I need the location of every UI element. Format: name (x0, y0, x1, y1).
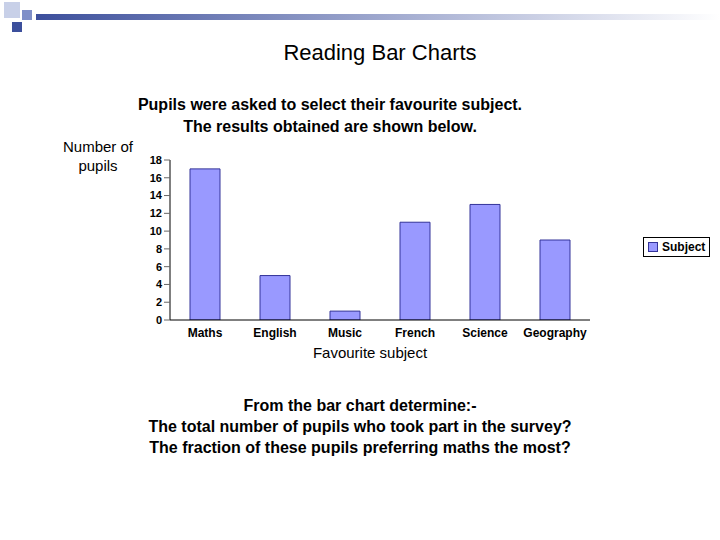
svg-text:14: 14 (150, 189, 163, 201)
svg-text:2: 2 (156, 296, 162, 308)
svg-text:Maths: Maths (188, 326, 223, 340)
svg-text:English: English (253, 326, 296, 340)
html-text:From the bar chart determine:-: From the bar chart determine:- (243, 397, 477, 414)
html-text:The total number of pupils who: The total number of pupils who took part… (148, 418, 572, 435)
html-text:The results obtained are shown: The results obtained are shown below. (183, 118, 477, 135)
svg-text:6: 6 (156, 261, 162, 273)
svg-text:12: 12 (150, 207, 162, 219)
html-text:Pupils were asked to select th: Pupils were asked to select their favour… (137, 96, 523, 113)
svg-text:4: 4 (156, 278, 163, 290)
svg-text:Science: Science (462, 326, 508, 340)
html-text:Number of pupils: Number of pupils (63, 138, 133, 174)
svg-text:10: 10 (150, 225, 162, 237)
svg-text:18: 18 (150, 154, 162, 166)
html-text:Reading Bar Charts: Reading Bar Charts (283, 40, 477, 65)
html-text:Subject: Subject (662, 240, 706, 254)
html-text:The fraction of these pupils p: The fraction of these pupils preferring … (149, 439, 571, 456)
svg-text:8: 8 (156, 243, 162, 255)
svg-text:Music: Music (328, 326, 362, 340)
svg-text:0: 0 (156, 314, 162, 326)
svg-text:Geography: Geography (523, 326, 587, 340)
html-text:Favourite subject: Favourite subject (312, 344, 428, 361)
svg-text:French: French (395, 326, 435, 340)
svg-text:16: 16 (150, 172, 162, 184)
